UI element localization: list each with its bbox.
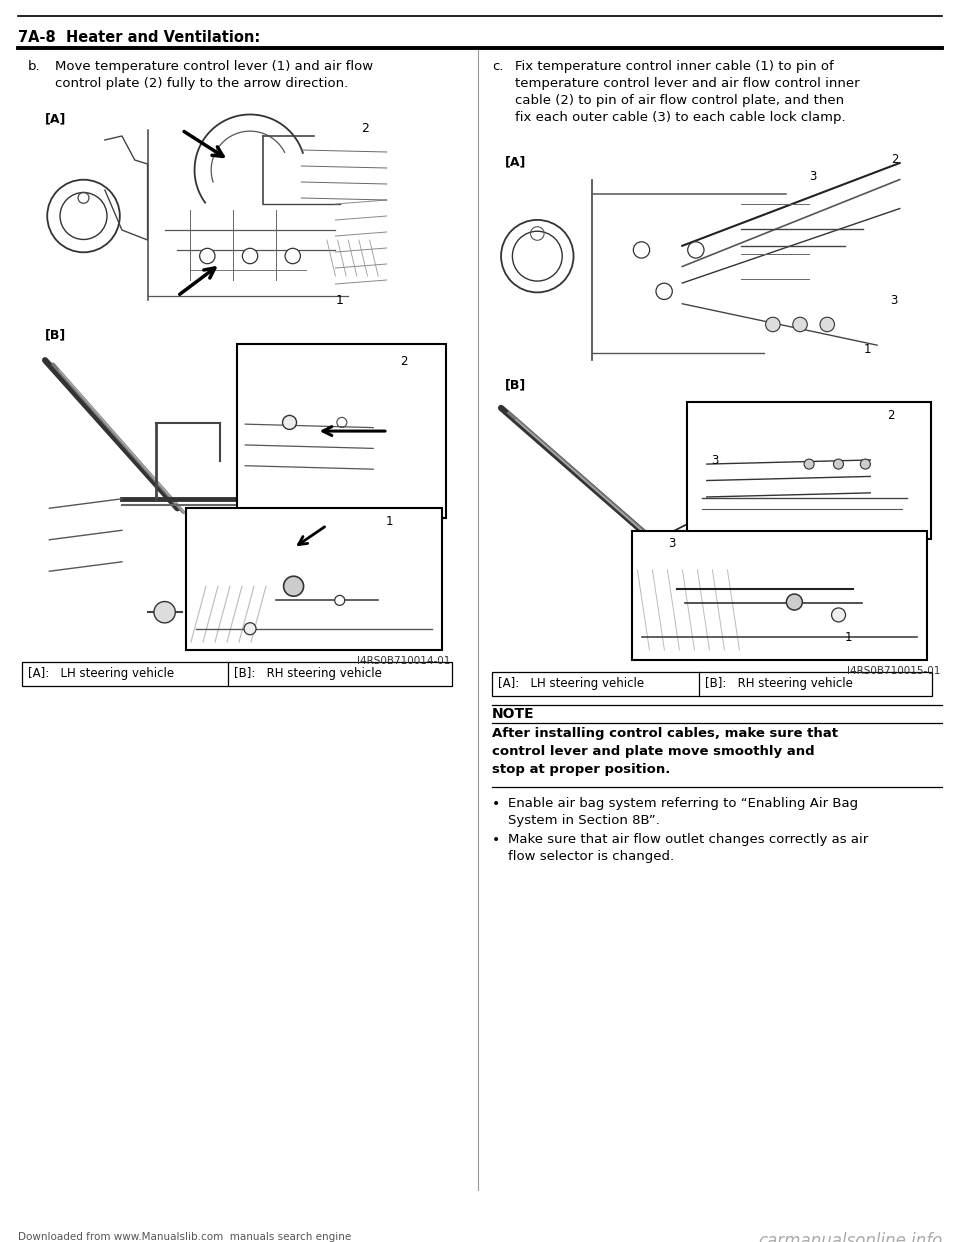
Text: [A]:   LH steering vehicle: [A]: LH steering vehicle — [28, 667, 174, 681]
Text: I4RS0B710015-01: I4RS0B710015-01 — [847, 666, 940, 676]
Text: c.: c. — [492, 60, 503, 73]
Text: After installing control cables, make sure that
control lever and plate move smo: After installing control cables, make su… — [492, 727, 838, 776]
Text: •: • — [492, 797, 500, 811]
Text: NOTE: NOTE — [492, 707, 535, 722]
Text: I4RS0B710014-01: I4RS0B710014-01 — [356, 656, 450, 666]
Text: [A]: [A] — [45, 112, 66, 125]
Text: 1: 1 — [335, 294, 344, 307]
Circle shape — [200, 248, 215, 263]
Bar — [686, 402, 931, 539]
Text: b.: b. — [28, 60, 40, 73]
Text: 2: 2 — [361, 122, 369, 135]
Circle shape — [282, 415, 297, 430]
Circle shape — [244, 622, 256, 635]
Bar — [28, 120, 455, 320]
Text: 1: 1 — [845, 631, 852, 643]
Text: Enable air bag system referring to “Enabling Air Bag
System in Section 8B”.: Enable air bag system referring to “Enab… — [508, 797, 858, 827]
Text: 2: 2 — [887, 409, 895, 422]
Text: 3: 3 — [711, 455, 719, 467]
Circle shape — [831, 607, 846, 622]
Bar — [492, 386, 945, 660]
Text: 2: 2 — [891, 153, 899, 166]
Text: 3: 3 — [668, 537, 675, 550]
Text: 7A-8  Heater and Ventilation:: 7A-8 Heater and Ventilation: — [18, 30, 260, 45]
Circle shape — [833, 460, 844, 469]
Text: •: • — [492, 833, 500, 847]
Text: [B]: [B] — [45, 328, 66, 342]
Text: Fix temperature control inner cable (1) to pin of
temperature control lever and : Fix temperature control inner cable (1) … — [515, 60, 859, 124]
Circle shape — [786, 594, 803, 610]
Circle shape — [820, 317, 834, 332]
Text: 3: 3 — [809, 170, 816, 183]
Bar — [28, 335, 455, 650]
Circle shape — [285, 248, 300, 263]
Circle shape — [687, 242, 704, 258]
Bar — [237, 344, 446, 518]
Circle shape — [283, 576, 303, 596]
Circle shape — [636, 595, 656, 615]
Circle shape — [793, 317, 807, 332]
Bar — [633, 532, 927, 660]
Text: carmanualsonline.info: carmanualsonline.info — [757, 1232, 942, 1242]
Circle shape — [656, 283, 672, 299]
Circle shape — [766, 317, 780, 332]
Circle shape — [154, 601, 176, 623]
Text: [A]:   LH steering vehicle: [A]: LH steering vehicle — [498, 677, 644, 691]
Text: [B]:   RH steering vehicle: [B]: RH steering vehicle — [705, 677, 852, 691]
Text: 2: 2 — [400, 355, 408, 368]
Text: Make sure that air flow outlet changes correctly as air
flow selector is changed: Make sure that air flow outlet changes c… — [508, 833, 868, 863]
Bar — [22, 662, 452, 686]
Text: Move temperature control lever (1) and air flow
control plate (2) fully to the a: Move temperature control lever (1) and a… — [55, 60, 373, 89]
Circle shape — [242, 248, 257, 263]
Circle shape — [335, 595, 345, 605]
Text: Downloaded from www.Manualslib.com  manuals search engine: Downloaded from www.Manualslib.com manua… — [18, 1232, 351, 1242]
Text: [B]:   RH steering vehicle: [B]: RH steering vehicle — [234, 667, 382, 681]
Bar — [492, 163, 945, 370]
Bar — [186, 508, 443, 650]
Circle shape — [634, 242, 650, 258]
Circle shape — [804, 460, 814, 469]
Text: 1: 1 — [386, 515, 394, 528]
Text: [A]: [A] — [505, 155, 526, 168]
Text: 3: 3 — [891, 294, 898, 307]
Bar — [492, 672, 932, 696]
Text: 1: 1 — [863, 344, 871, 356]
Text: [B]: [B] — [505, 378, 526, 391]
Circle shape — [860, 460, 871, 469]
